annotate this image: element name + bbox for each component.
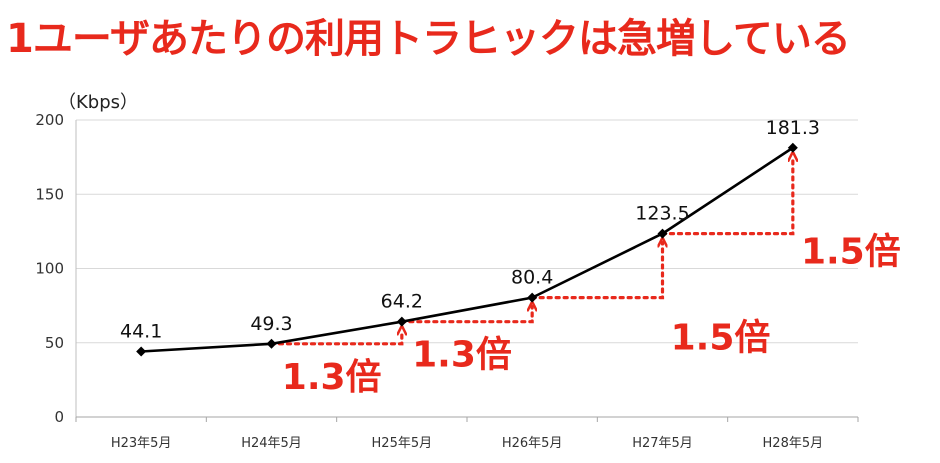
y-tick-label: 50 <box>45 334 64 352</box>
growth-ratio-label: 1.5倍 <box>801 232 901 273</box>
y-axis-unit-label: （Kbps） <box>58 92 138 113</box>
growth-ratio-label: 1.3倍 <box>412 335 512 376</box>
x-tick-label: H26年5月 <box>502 436 563 451</box>
data-point <box>136 346 147 357</box>
x-tick-label: H23年5月 <box>111 436 172 451</box>
data-point <box>787 142 798 153</box>
x-tick-label: H25年5月 <box>372 436 433 451</box>
data-point <box>527 292 538 303</box>
data-point <box>657 228 668 239</box>
data-point <box>396 316 407 327</box>
growth-ratio-label: 1.3倍 <box>282 357 382 398</box>
y-tick-label: 150 <box>35 185 64 203</box>
x-tick-label: H27年5月 <box>632 436 693 451</box>
growth-ratio-label: 1.5倍 <box>671 318 771 359</box>
growth-arrow <box>400 307 532 324</box>
growth-arrow <box>269 331 402 346</box>
data-label: 80.4 <box>511 267 553 289</box>
page-title: 1ユーザあたりの利用トラヒックは急増している <box>6 16 851 62</box>
data-label: 44.1 <box>120 321 162 343</box>
data-label: 64.2 <box>381 291 423 313</box>
growth-arrow <box>660 157 793 236</box>
x-tick-label: H24年5月 <box>241 436 302 451</box>
growth-arrow <box>530 243 662 300</box>
y-tick-label: 0 <box>54 408 64 426</box>
data-label: 123.5 <box>635 203 689 225</box>
y-tick-label: 100 <box>35 260 64 278</box>
x-tick-label: H28年5月 <box>763 436 824 451</box>
data-label: 181.3 <box>766 117 820 139</box>
y-tick-label: 200 <box>35 111 64 129</box>
series-line <box>141 146 794 353</box>
data-point <box>266 338 277 349</box>
data-label: 49.3 <box>250 313 292 335</box>
